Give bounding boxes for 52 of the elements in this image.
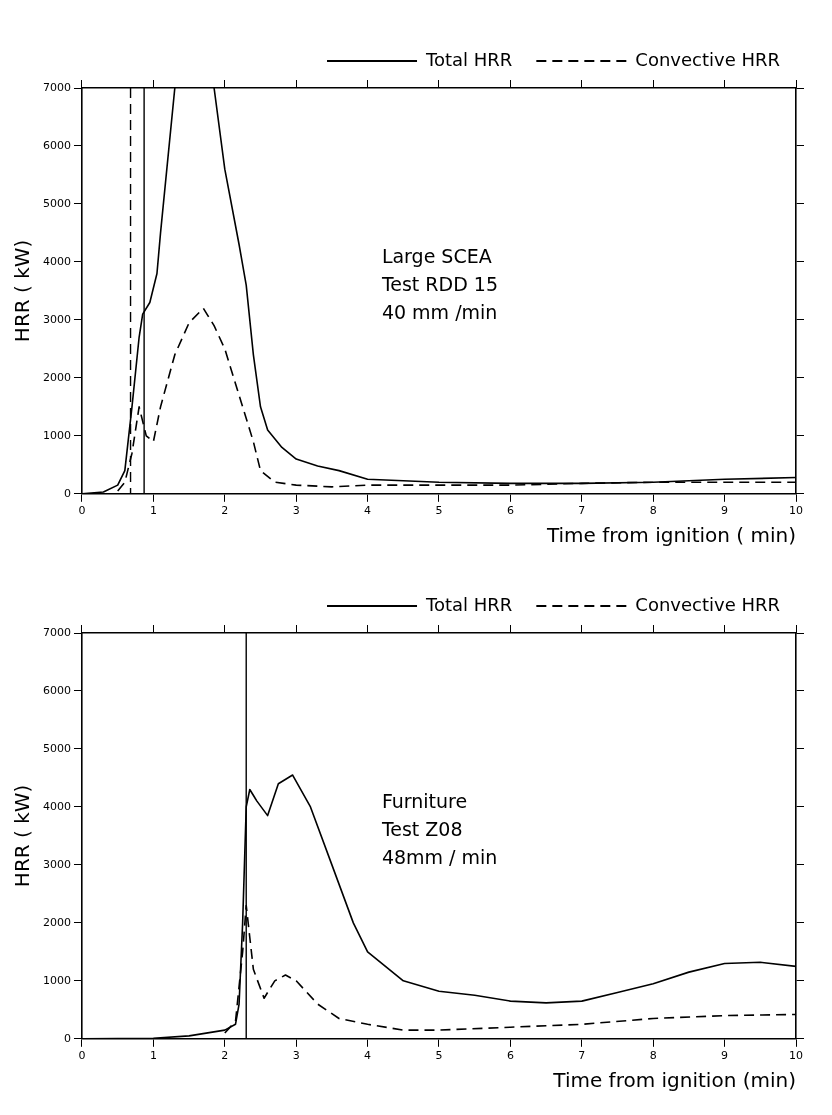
annotation: Large SCEA xyxy=(381,245,492,268)
x-tick-label: 2 xyxy=(221,1049,229,1063)
x-tick-label: 7 xyxy=(578,504,586,518)
y-tick-label: 7000 xyxy=(42,625,71,639)
x-tick-label: 6 xyxy=(506,504,514,518)
y-tick-label: 5000 xyxy=(42,741,71,755)
x-tick-label: 0 xyxy=(78,1049,86,1063)
legend-label: Total HRR xyxy=(425,48,513,70)
x-tick-label: 10 xyxy=(789,504,803,518)
y-tick-label: 6000 xyxy=(42,138,71,152)
legend-label: Convective HRR xyxy=(635,48,780,70)
annotation: Test Z08 xyxy=(380,818,463,841)
x-tick-label: 3 xyxy=(292,504,300,518)
legend-label: Convective HRR xyxy=(635,593,780,615)
y-tick-label: 5000 xyxy=(42,196,71,210)
y-tick-label: 6000 xyxy=(42,683,71,697)
x-tick-label: 10 xyxy=(789,1049,803,1063)
annotation: Furniture xyxy=(381,790,468,813)
x-axis-title: Time from ignition (min) xyxy=(552,1068,796,1093)
x-tick-label: 5 xyxy=(435,1049,443,1063)
x-tick-label: 2 xyxy=(221,504,229,518)
x-tick-label: 8 xyxy=(649,1049,657,1063)
y-tick-label: 0 xyxy=(63,1031,71,1045)
y-tick-label: 1000 xyxy=(42,428,71,442)
y-tick-label: 3000 xyxy=(42,857,71,871)
x-tick-label: 1 xyxy=(149,504,157,518)
y-tick-label: 4000 xyxy=(42,254,71,268)
y-axis-title: HRR ( kW) xyxy=(10,784,35,888)
x-tick-label: 6 xyxy=(506,1049,514,1063)
x-tick-label: 1 xyxy=(149,1049,157,1063)
x-tick-label: 8 xyxy=(649,504,657,518)
y-axis-title: HRR ( kW) xyxy=(10,239,35,343)
legend-label: Total HRR xyxy=(425,593,513,615)
y-tick-label: 4000 xyxy=(42,799,71,813)
y-tick-label: 7000 xyxy=(42,80,71,94)
annotation: Test RDD 15 xyxy=(380,273,499,296)
x-tick-label: 5 xyxy=(435,504,443,518)
annotation: 48mm / min xyxy=(381,846,498,869)
x-tick-label: 3 xyxy=(292,1049,300,1063)
x-tick-label: 9 xyxy=(721,1049,729,1063)
y-tick-label: 2000 xyxy=(42,370,71,384)
x-tick-label: 9 xyxy=(721,504,729,518)
x-tick-label: 4 xyxy=(364,1049,372,1063)
y-tick-label: 2000 xyxy=(42,915,71,929)
annotation: 40 mm /min xyxy=(381,301,498,324)
x-tick-label: 7 xyxy=(578,1049,586,1063)
x-tick-label: 4 xyxy=(364,504,372,518)
y-tick-label: 0 xyxy=(63,486,71,500)
x-tick-label: 0 xyxy=(78,504,86,518)
x-axis-title: Time from ignition ( min) xyxy=(545,523,796,548)
y-tick-label: 3000 xyxy=(42,312,71,326)
y-tick-label: 1000 xyxy=(42,973,71,987)
